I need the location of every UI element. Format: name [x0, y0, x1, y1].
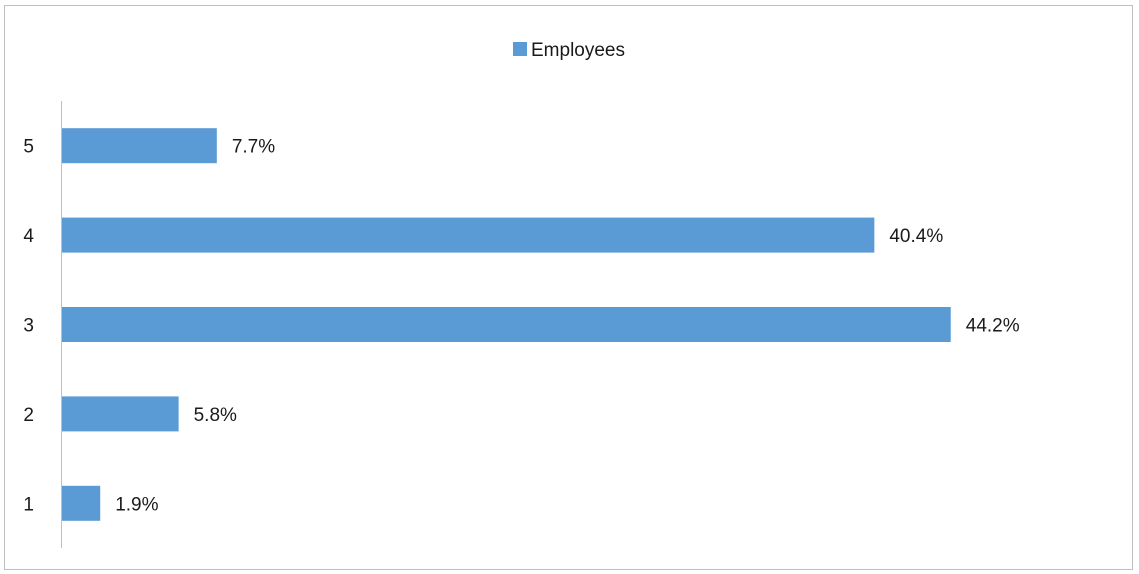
data-label-3: 44.2% [966, 316, 1020, 337]
data-label-2: 5.8% [194, 405, 237, 426]
data-label-5: 7.7% [232, 137, 275, 158]
category-label-3: 3 [23, 316, 34, 337]
bars: 1 1.9% 2 5.8% 3 44.2% 4 40.4% 5 7.7% [23, 128, 1020, 521]
data-label-4: 40.4% [889, 226, 943, 247]
legend-label: Employees [531, 40, 625, 61]
bar-2 [62, 396, 179, 432]
bar-5 [62, 128, 217, 164]
category-label-2: 2 [23, 405, 34, 426]
bar-3 [62, 307, 951, 342]
chart-frame [4, 5, 1133, 570]
category-label-4: 4 [23, 226, 34, 247]
category-label-5: 5 [23, 137, 34, 158]
data-label-1: 1.9% [115, 494, 158, 515]
category-label-1: 1 [23, 494, 34, 515]
bar-1 [62, 485, 101, 521]
legend: Employees [513, 40, 625, 61]
bar-4 [62, 217, 875, 253]
legend-swatch [513, 42, 527, 56]
